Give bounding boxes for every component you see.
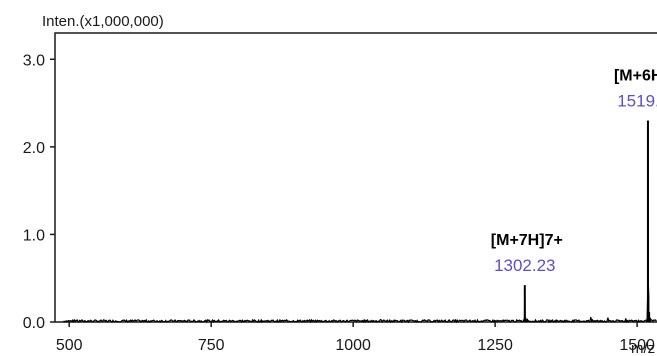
peak-ion-label-1: [M+7H]7+ [491, 232, 563, 249]
peak-ion-label-2: [M+6H]6+ [614, 68, 657, 85]
peak-mz-label-2: 1519.08 [617, 92, 657, 111]
x-axis-label: m/z [631, 340, 655, 356]
plot-frame [54, 32, 657, 323]
y-tick-label: 2.0 [23, 140, 45, 157]
x-tick-label: 1250 [477, 337, 513, 354]
y-tick-label: 1.0 [23, 227, 45, 244]
x-tick-label: 1500 [619, 337, 655, 354]
x-tick-label: 1000 [335, 337, 371, 354]
y-axis: 0.0 1.0 2.0 3.0 [23, 52, 55, 332]
y-axis-label: Inten.(x1,000,000) [42, 13, 164, 30]
x-tick-label: 500 [56, 337, 83, 354]
peak-mz-label-1: 1302.23 [494, 256, 555, 275]
x-tick-label: 750 [198, 337, 225, 354]
spectrum-trace [63, 120, 657, 324]
peak-annotations: 1302.23 [M+7H]7+ 1519.08 [M+6H]6+ [491, 68, 657, 276]
y-tick-label: 0.0 [23, 315, 45, 332]
plot-area [54, 32, 657, 324]
y-tick-label: 3.0 [23, 52, 45, 69]
x-axis: 500 750 1000 1250 1500 [56, 322, 655, 354]
